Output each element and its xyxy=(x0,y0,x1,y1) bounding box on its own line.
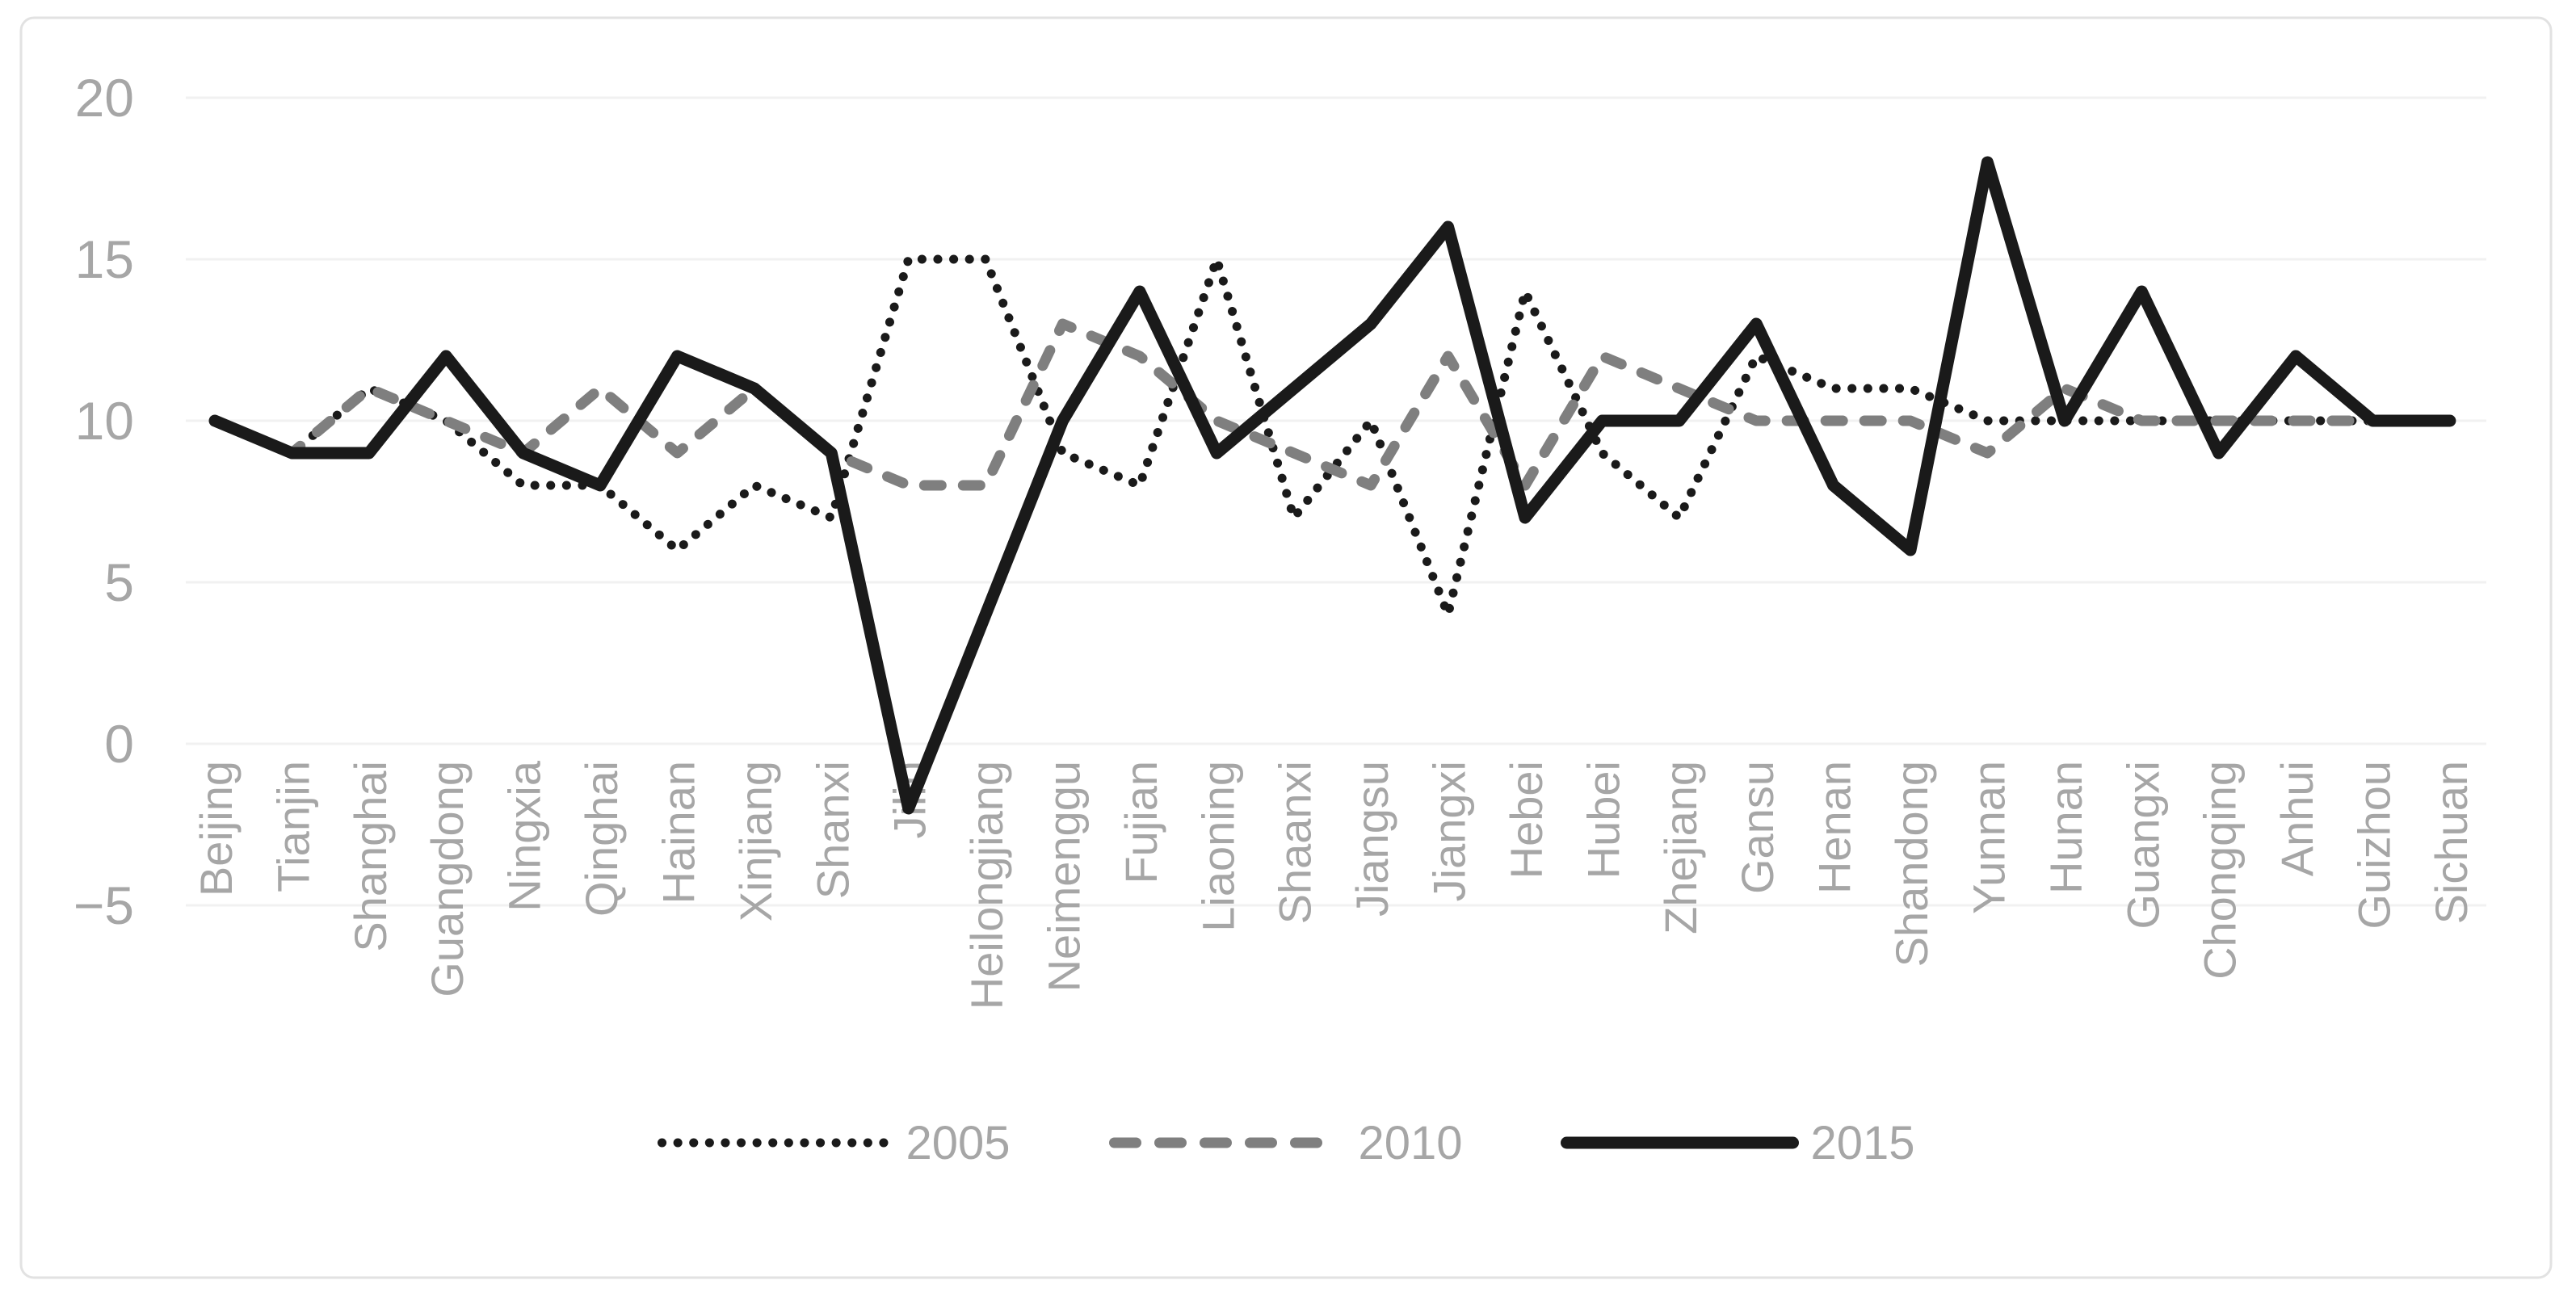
x-axis-category-label: Sichuan xyxy=(2426,761,2477,924)
x-axis-category-label: Henan xyxy=(1809,761,1860,894)
x-axis-category-label: Hainan xyxy=(653,761,704,904)
x-axis-category-label: Shanghai xyxy=(345,761,396,952)
legend-item-2015: 2015 xyxy=(1561,1117,1915,1169)
legend-item-2010: 2010 xyxy=(1109,1117,1463,1169)
x-axis-category-label: Hubei xyxy=(1578,761,1628,879)
x-axis-category-label: Beijing xyxy=(191,761,242,896)
legend: 2005 2010 2015 xyxy=(658,1117,1915,1169)
x-axis-category-label: Guizhou xyxy=(2348,761,2399,930)
y-axis-tick-label: 0 xyxy=(104,714,134,774)
x-axis-category-label: Liaoning xyxy=(1192,761,1243,932)
x-axis-category-label: Yunnan xyxy=(1963,761,2014,914)
x-axis-category-label: Qinghai xyxy=(576,761,627,917)
x-axis-category-label: Hebei xyxy=(1501,761,1552,879)
x-axis-category-label: Guangdong xyxy=(422,761,473,997)
y-axis-tick-label: 20 xyxy=(75,68,134,128)
chart-object-border xyxy=(19,16,2553,1279)
gridlines xyxy=(186,96,2486,907)
x-axis-category-label: Jiangxi xyxy=(1424,761,1475,901)
y-axis-tick-label: −5 xyxy=(74,875,134,935)
x-axis-category-label: Shaanxi xyxy=(1270,761,1321,924)
x-axis-category-label: Heilongjiang xyxy=(961,761,1012,1009)
x-axis-category-label: Guangxi xyxy=(2117,761,2168,930)
x-axis-category-label: Tianjin xyxy=(267,761,318,892)
x-axis-category-label: Xinjiang xyxy=(730,761,781,921)
legend-label: 2010 xyxy=(1359,1117,1463,1169)
y-axis-tick-label: 15 xyxy=(75,229,134,289)
x-axis-category-label: Anhui xyxy=(2271,761,2322,876)
y-axis-tick-labels: 20 15 10 5 0 −5 xyxy=(74,68,134,935)
y-axis-tick-label: 5 xyxy=(104,552,134,612)
x-axis-category-label: Shandong xyxy=(1886,761,1937,967)
x-axis-category-label: Neimenggu xyxy=(1039,761,1090,992)
y-axis-tick-label: 10 xyxy=(75,391,134,451)
legend-label: 2015 xyxy=(1811,1117,1915,1169)
series-lines xyxy=(208,156,2456,815)
legend-label: 2005 xyxy=(906,1117,1011,1169)
x-axis-category-label: Zhejiang xyxy=(1655,761,1706,934)
x-axis-category-label: Hunan xyxy=(2040,761,2091,894)
x-axis-category-label: Chongqing xyxy=(2195,761,2246,980)
x-axis-category-label: Fujian xyxy=(1116,761,1166,884)
x-axis-category-label: Jiangsu xyxy=(1347,761,1397,917)
x-axis-category-label: Shanxi xyxy=(807,761,858,899)
x-axis-category-label: Ningxia xyxy=(499,760,550,912)
series-line-2015 xyxy=(208,156,2456,815)
x-axis-category-label: Gansu xyxy=(1732,761,1783,894)
x-axis-category-labels: Beijing Tianjin Shanghai Guangdong Ningxia Qi… xyxy=(191,760,2477,1009)
legend-item-2005: 2005 xyxy=(658,1117,1011,1169)
